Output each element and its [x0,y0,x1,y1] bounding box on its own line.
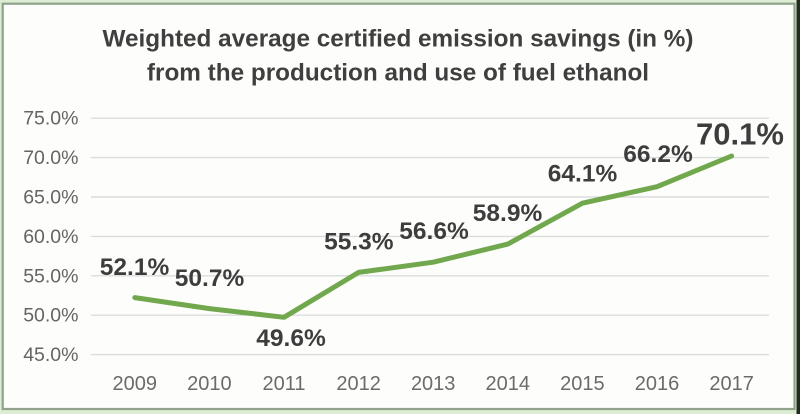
svg-text:55.3%: 55.3% [324,229,394,256]
svg-text:2011: 2011 [262,373,305,395]
svg-text:60.0%: 60.0% [23,226,78,248]
svg-text:2010: 2010 [187,373,232,395]
svg-text:56.6%: 56.6% [399,218,469,245]
svg-text:65.0%: 65.0% [23,187,78,209]
svg-text:55.0%: 55.0% [23,265,78,287]
svg-text:2015: 2015 [560,373,605,395]
svg-text:2013: 2013 [411,373,456,395]
svg-text:45.0%: 45.0% [23,344,78,366]
svg-text:50.7%: 50.7% [175,265,245,292]
svg-text:from the production and use of: from the production and use of fuel etha… [147,60,649,87]
svg-text:Weighted average certified emi: Weighted average certified emission savi… [103,26,694,53]
svg-text:2016: 2016 [635,373,680,395]
svg-text:52.1%: 52.1% [100,254,170,281]
svg-text:2009: 2009 [113,373,158,395]
svg-text:70.0%: 70.0% [23,147,78,169]
svg-text:2014: 2014 [486,373,531,395]
svg-text:64.1%: 64.1% [548,161,618,188]
svg-text:66.2%: 66.2% [623,141,693,168]
svg-text:58.9%: 58.9% [473,200,543,227]
svg-text:75.0%: 75.0% [23,108,78,130]
svg-text:50.0%: 50.0% [23,305,78,327]
svg-text:70.1%: 70.1% [696,117,784,152]
svg-text:2017: 2017 [709,373,754,395]
svg-text:2012: 2012 [336,373,381,395]
svg-text:49.6%: 49.6% [256,325,326,352]
